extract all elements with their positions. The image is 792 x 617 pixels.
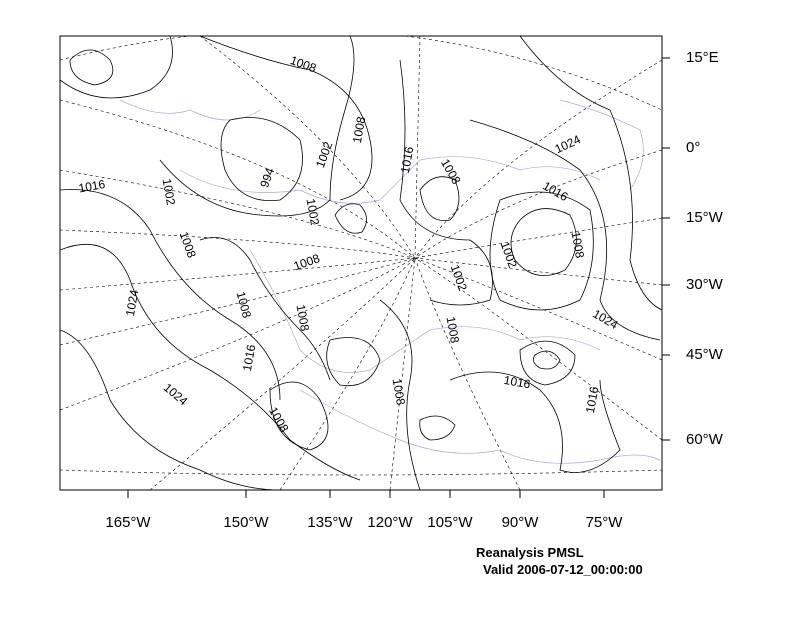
contour-label: 1008 bbox=[569, 230, 587, 259]
contour-label: 1024 bbox=[123, 288, 141, 317]
contour-label: 1008 bbox=[292, 251, 322, 273]
contour-label: 1002 bbox=[160, 177, 178, 206]
map-field bbox=[60, 36, 662, 490]
map-title: Reanalysis PMSL bbox=[476, 545, 584, 560]
contour-label: 1008 bbox=[350, 115, 368, 144]
contour-label: 1008 bbox=[390, 377, 408, 406]
contour-label: 1024 bbox=[590, 307, 620, 333]
bottom-label: 75°W bbox=[586, 514, 624, 531]
bottom-label: 120°W bbox=[367, 514, 413, 531]
contour-label: 1016 bbox=[503, 373, 532, 391]
contour-label: 1024 bbox=[161, 380, 191, 408]
contour-label: 1008 bbox=[177, 230, 199, 260]
coastlines bbox=[119, 99, 661, 464]
bottom-label: 165°W bbox=[105, 514, 151, 531]
bottom-label: 90°W bbox=[502, 514, 540, 531]
right-label: 15°E bbox=[686, 49, 719, 66]
contour-label: 1002 bbox=[304, 197, 322, 226]
contour-label: 994 bbox=[257, 166, 277, 190]
contour-label: 1016 bbox=[398, 145, 416, 174]
contour-label: 1016 bbox=[240, 343, 258, 372]
isobars bbox=[60, 36, 662, 490]
contour-label: 1024 bbox=[553, 132, 583, 156]
contour-label: 1016 bbox=[583, 385, 601, 414]
bottom-label: 105°W bbox=[427, 514, 473, 531]
contour-label: 1008 bbox=[234, 290, 255, 320]
graticule bbox=[60, 36, 662, 490]
labels: 15°E 0° 15°W 30°W 45°W 60°W 165°W 150°W 135°W 120… bbox=[77, 49, 723, 531]
right-label: 0° bbox=[686, 139, 700, 156]
map-frame bbox=[59, 35, 663, 491]
contour-label: 1002 bbox=[498, 240, 520, 270]
bottom-label: 135°W bbox=[307, 514, 353, 531]
contour-label: 1002 bbox=[448, 263, 470, 293]
right-label: 30°W bbox=[686, 276, 724, 293]
map-subtitle: Valid 2006-07-12_00:00:00 bbox=[483, 562, 643, 577]
contour-label: 1008 bbox=[438, 157, 464, 187]
contour-label: 1008 bbox=[266, 405, 292, 435]
right-label: 60°W bbox=[686, 431, 724, 448]
contour-label: 1016 bbox=[77, 177, 106, 195]
contour-label: 1008 bbox=[444, 315, 462, 344]
right-label: 45°W bbox=[686, 346, 724, 363]
contour-label: 1002 bbox=[313, 139, 335, 169]
contour-label: 1008 bbox=[294, 303, 312, 332]
bottom-label: 150°W bbox=[223, 514, 269, 531]
contour-label: 1008 bbox=[288, 53, 318, 75]
contour-label: 1016 bbox=[540, 179, 570, 205]
right-label: 15°W bbox=[686, 209, 724, 226]
